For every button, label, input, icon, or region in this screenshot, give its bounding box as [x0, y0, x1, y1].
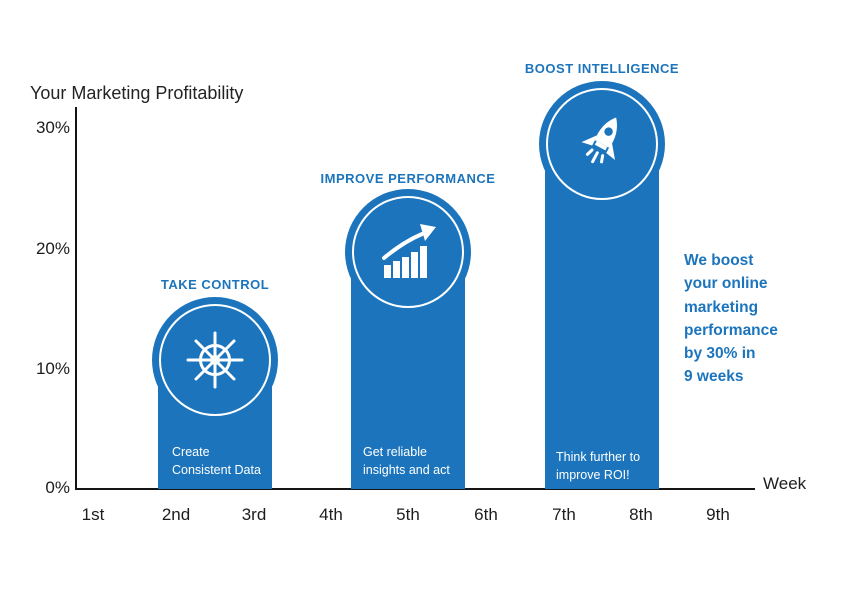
y-axis-line [75, 107, 77, 490]
y-axis-tick-30: 30% [35, 118, 70, 137]
x-axis-tick-4th: 4th [319, 505, 343, 524]
bar-heading: TAKE CONTROL [160, 277, 270, 292]
x-axis-tick-5th: 5th [396, 505, 420, 524]
bar-heading: BOOST INTELLIGENCE [524, 61, 680, 76]
x-axis-tick-9th: 9th [706, 505, 730, 524]
x-axis-tick-1st: 1st [81, 505, 105, 524]
bar-circle [152, 297, 278, 423]
rocket-icon [581, 117, 617, 164]
y-axis-tick-20: 20% [35, 239, 70, 258]
bar-ring [159, 304, 271, 416]
y-axis-tick-10: 10% [35, 359, 70, 378]
x-axis-tick-8th: 8th [629, 505, 653, 524]
chart-title: Your Marketing Profitability [30, 83, 244, 103]
annotation-text: We boost your online marketing performan… [684, 252, 778, 386]
x-axis-tick-7th: 7th [552, 505, 576, 524]
bar-caption: Get reliable insights and act [363, 445, 450, 478]
x-axis-line [75, 488, 755, 490]
x-axis-tick-3rd: 3rd [241, 505, 267, 524]
x-axis-label: Week [763, 474, 807, 493]
ship-wheel-icon [186, 331, 244, 389]
bar-circle [345, 189, 471, 315]
bar-ring [546, 88, 658, 200]
bar-ring [352, 196, 464, 308]
x-axis-tick-2nd: 2nd [161, 505, 191, 524]
growth-chart-icon [382, 224, 436, 278]
bar-caption: Create Consistent Data [172, 445, 261, 478]
bar-circle [539, 81, 665, 207]
x-axis-tick-6th: 6th [474, 505, 498, 524]
y-axis-tick-0: 0% [45, 478, 70, 497]
bar-caption: Think further to improve ROI! [556, 450, 641, 483]
bar-heading: IMPROVE PERFORMANCE [320, 171, 496, 186]
